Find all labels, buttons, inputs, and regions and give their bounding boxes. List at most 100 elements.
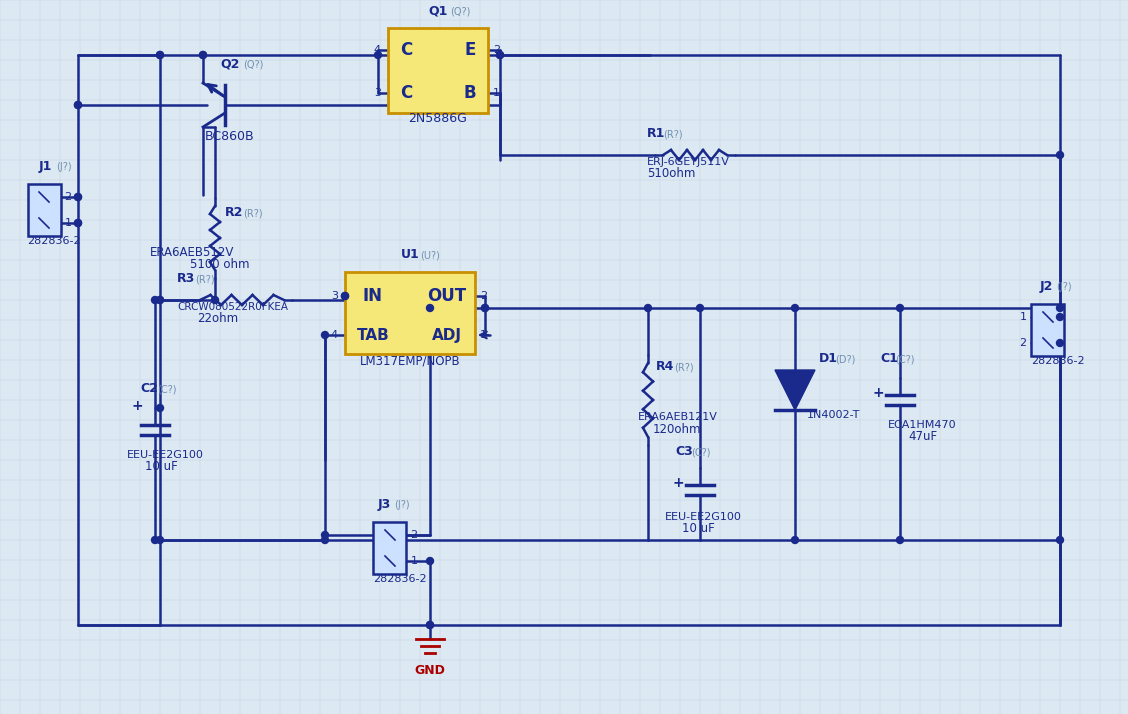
- Text: (D?): (D?): [835, 354, 855, 364]
- Text: 1: 1: [493, 88, 500, 98]
- Text: EEU-EE2G100: EEU-EE2G100: [666, 512, 742, 522]
- Text: Q2: Q2: [220, 57, 239, 70]
- Text: (C?): (C?): [691, 447, 711, 457]
- Circle shape: [792, 536, 799, 543]
- Text: (J?): (J?): [56, 162, 71, 172]
- Text: 1: 1: [1020, 312, 1026, 322]
- Text: 282836-2: 282836-2: [1031, 356, 1085, 366]
- Text: ERA6AEB512V: ERA6AEB512V: [150, 246, 235, 259]
- Text: ADJ: ADJ: [432, 328, 462, 343]
- Text: GND: GND: [415, 665, 446, 678]
- Text: 1: 1: [481, 330, 487, 340]
- Circle shape: [496, 51, 503, 59]
- Text: (C?): (C?): [895, 354, 915, 364]
- Text: ERA6AEB121V: ERA6AEB121V: [638, 412, 717, 422]
- Text: (Q?): (Q?): [450, 6, 470, 16]
- Text: OUT: OUT: [428, 287, 467, 305]
- Text: C: C: [399, 41, 412, 59]
- Bar: [373, 522, 406, 574]
- Circle shape: [1057, 339, 1064, 346]
- Text: (J?): (J?): [394, 500, 409, 510]
- Text: Q1: Q1: [429, 4, 448, 17]
- Text: R1: R1: [647, 127, 666, 140]
- Circle shape: [897, 536, 904, 543]
- Circle shape: [374, 51, 381, 59]
- Text: TAB: TAB: [356, 328, 389, 343]
- Circle shape: [151, 296, 159, 303]
- Text: 120ohm: 120ohm: [653, 423, 702, 436]
- Text: CRCW080522R0FKEA: CRCW080522R0FKEA: [177, 302, 288, 312]
- Circle shape: [897, 304, 904, 311]
- Text: 3: 3: [331, 291, 338, 301]
- Circle shape: [74, 219, 81, 226]
- Circle shape: [496, 51, 503, 59]
- Circle shape: [696, 304, 704, 311]
- Circle shape: [157, 51, 164, 59]
- Circle shape: [426, 304, 433, 311]
- Text: EEU-EE2G100: EEU-EE2G100: [127, 450, 204, 460]
- Text: IN: IN: [363, 287, 384, 305]
- Text: C3: C3: [675, 445, 693, 458]
- Text: E: E: [465, 41, 476, 59]
- Text: 2: 2: [1020, 338, 1026, 348]
- Text: C2: C2: [140, 382, 158, 395]
- Text: 2: 2: [411, 530, 417, 540]
- Text: 1N4002-T: 1N4002-T: [807, 410, 861, 420]
- Circle shape: [644, 304, 652, 311]
- Circle shape: [200, 51, 206, 59]
- Polygon shape: [775, 370, 816, 410]
- Circle shape: [74, 193, 81, 201]
- Text: U1: U1: [400, 248, 420, 261]
- Bar: [1031, 304, 1065, 356]
- Circle shape: [157, 536, 164, 543]
- Text: R2: R2: [224, 206, 244, 219]
- Circle shape: [1057, 536, 1064, 543]
- Text: +: +: [672, 476, 684, 490]
- Bar: [345, 272, 475, 354]
- Text: 510ohm: 510ohm: [647, 167, 695, 180]
- Text: +: +: [872, 386, 884, 400]
- Text: C: C: [399, 84, 412, 102]
- Circle shape: [342, 293, 349, 299]
- Text: (U?): (U?): [420, 250, 440, 260]
- Text: (Q?): (Q?): [243, 59, 263, 69]
- Circle shape: [1057, 304, 1064, 311]
- Text: C1: C1: [880, 352, 898, 365]
- Text: 1: 1: [411, 556, 417, 566]
- Text: 2: 2: [64, 192, 71, 202]
- Text: 2: 2: [481, 291, 487, 301]
- Circle shape: [321, 331, 328, 338]
- Circle shape: [426, 621, 433, 628]
- Bar: [27, 184, 61, 236]
- Text: LM317EMP/NOPB: LM317EMP/NOPB: [360, 354, 460, 367]
- Circle shape: [157, 405, 164, 411]
- Text: (C?): (C?): [157, 384, 176, 394]
- Circle shape: [157, 51, 164, 59]
- Text: 2: 2: [493, 45, 500, 55]
- Text: R4: R4: [656, 360, 675, 373]
- Bar: [388, 28, 488, 113]
- Text: B: B: [464, 84, 476, 102]
- Circle shape: [157, 296, 164, 303]
- Circle shape: [792, 304, 799, 311]
- Circle shape: [74, 101, 81, 109]
- Text: 10 uF: 10 uF: [146, 460, 178, 473]
- Text: 5100 ohm: 5100 ohm: [190, 258, 249, 271]
- Text: BC860B: BC860B: [205, 130, 255, 143]
- Circle shape: [426, 621, 433, 628]
- Circle shape: [321, 536, 328, 543]
- Text: J1: J1: [39, 160, 52, 173]
- Circle shape: [482, 304, 488, 311]
- Text: 4: 4: [331, 330, 338, 340]
- Text: R3: R3: [177, 272, 195, 285]
- Text: D1: D1: [819, 352, 838, 365]
- Text: ERJ-6GEYJ511V: ERJ-6GEYJ511V: [647, 157, 730, 167]
- Circle shape: [321, 531, 328, 538]
- Circle shape: [342, 293, 349, 299]
- Text: (R?): (R?): [675, 362, 694, 372]
- Text: 22ohm: 22ohm: [197, 312, 238, 325]
- Text: 4: 4: [373, 45, 381, 55]
- Circle shape: [200, 51, 206, 59]
- Text: 282836-2: 282836-2: [373, 574, 428, 584]
- Text: 1: 1: [64, 218, 71, 228]
